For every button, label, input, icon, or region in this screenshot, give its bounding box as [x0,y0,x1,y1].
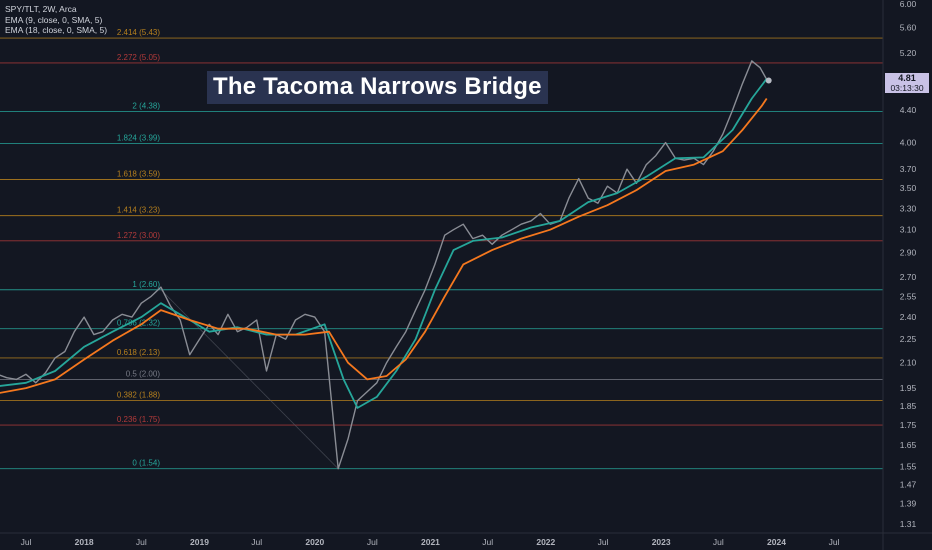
x-tick-label-11: 2023 [652,537,671,547]
x-tick-label-5: 2020 [305,537,324,547]
last-price-badge: 4.81 03:13:30 [885,73,929,93]
y-tick-label-6: 3.70 [900,164,917,174]
x-tick-label-1: 2018 [75,537,94,547]
fib-label-4: 1.618 (3.59) [117,170,160,179]
fib-label-9: 0.618 (2.13) [117,348,160,357]
fib-label-8: 0.786 (2.32) [117,319,160,328]
last-price-value: 4.81 [898,73,916,83]
fib-label-0: 2.414 (5.43) [117,28,160,37]
fib-levels: 2.414 (5.43) 2.272 (5.05) 2 (4.38) 1.824 (3… [0,28,883,470]
legend-symbol[interactable]: SPY/TLT, 2W, Arca [5,4,77,14]
x-tick-label-10: Jul [598,537,609,547]
series-line-1 [0,78,768,409]
series-line-2 [0,97,768,394]
y-tick-label-2: 5.20 [900,48,917,58]
x-tick-label-12: Jul [713,537,724,547]
x-tick-label-13: 2024 [767,537,786,547]
y-tick-label-17: 1.85 [900,401,917,411]
series-line-0 [0,60,768,470]
y-tick-label-18: 1.75 [900,420,917,430]
x-tick-label-14: Jul [829,537,840,547]
x-tick-label-2: Jul [136,537,147,547]
y-tick-label-22: 1.39 [900,499,917,509]
x-tick-label-3: 2019 [190,537,209,547]
y-tick-label-23: 1.31 [900,519,917,529]
y-tick-label-12: 2.55 [900,291,917,301]
y-tick-label-0: 6.00 [900,0,917,9]
y-tick-label-20: 1.55 [900,462,917,472]
y-tick-label-14: 2.25 [900,334,917,344]
fib-label-5: 1.414 (3.23) [117,206,160,215]
legend-ema-fast[interactable]: EMA (9, close, 0, SMA, 5) [5,14,103,25]
time-axis[interactable]: Jul 2018 Jul 2019 Jul 2020 Jul 2021 Jul 2022 Jul 20… [0,532,932,547]
x-tick-label-4: Jul [251,537,262,547]
y-tick-label-8: 3.30 [900,203,917,213]
y-tick-label-19: 1.65 [900,440,917,450]
y-tick-label-21: 1.47 [900,480,917,490]
fib-label-2: 2 (4.38) [132,102,160,111]
fib-label-12: 0.236 (1.75) [117,415,160,424]
fib-label-10: 0.5 (2.00) [126,369,161,378]
y-tick-label-10: 2.90 [900,247,917,257]
legend-ema-slow[interactable]: EMA (18, close, 0, SMA, 5) [5,25,108,35]
fib-label-7: 1 (2.60) [132,280,160,289]
y-tick-label-13: 2.40 [900,312,917,322]
fib-label-6: 1.272 (3.00) [117,231,160,240]
last-point-marker [765,77,772,84]
x-tick-label-0: Jul [21,537,32,547]
y-tick-label-5: 4.00 [900,138,917,148]
x-tick-label-7: 2021 [421,537,440,547]
y-tick-label-15: 2.10 [900,358,917,368]
x-tick-label-6: Jul [367,537,378,547]
y-tick-label-16: 1.95 [900,383,917,393]
y-tick-label-4: 4.40 [900,105,917,115]
y-tick-label-9: 3.10 [900,225,917,235]
fib-label-11: 0.382 (1.88) [117,391,160,400]
y-tick-label-11: 2.70 [900,272,917,282]
fib-label-3: 1.824 (3.99) [117,133,160,142]
chart-legend: SPY/TLT, 2W, Arca EMA (9, close, 0, SMA,… [5,4,107,36]
x-tick-label-9: 2022 [536,537,555,547]
y-tick-label-1: 5.60 [900,23,917,33]
x-tick-label-8: Jul [482,537,493,547]
bar-countdown: 03:13:30 [890,83,924,93]
series-layer [0,60,772,470]
annotation-banner: The Tacoma Narrows Bridge [207,71,548,104]
y-tick-label-7: 3.50 [900,183,917,193]
fib-label-13: 0 (1.54) [132,459,160,468]
fib-label-1: 2.272 (5.05) [117,53,160,62]
